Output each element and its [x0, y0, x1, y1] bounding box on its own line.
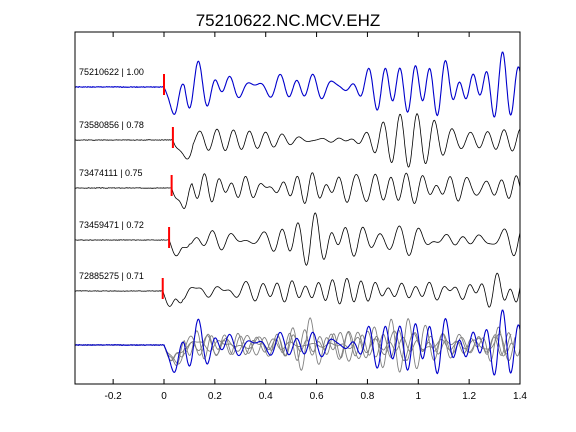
- trace-group: 75210622 | 1.00 73580856 | 0.78 73474111 |…: [74, 51, 521, 308]
- x-tick-label: 1.2: [462, 391, 476, 402]
- x-tick-label: 0.2: [208, 391, 222, 402]
- x-tick-label: 1: [416, 391, 422, 402]
- x-tick-label: 0.8: [360, 391, 374, 402]
- trace-label-72885275: 72885275 | 0.71: [79, 271, 144, 281]
- stack-trace-75210622: [74, 309, 521, 376]
- x-tick-label: 0: [161, 391, 167, 402]
- trace-line-72885275: [74, 272, 521, 308]
- trace-label-73474111: 73474111 | 0.75: [79, 168, 143, 178]
- x-tick-label: 1.4: [513, 391, 527, 402]
- stack-overlay-group: [74, 309, 521, 376]
- x-tick-label: 0.6: [310, 391, 324, 402]
- x-tick-label: 0.4: [259, 391, 273, 402]
- trace-label-75210622: 75210622 | 1.00: [79, 67, 144, 77]
- trace-line-73474111: [75, 172, 521, 210]
- x-tick-label: -0.2: [105, 391, 123, 402]
- trace-label-73459471: 73459471 | 0.72: [79, 220, 144, 230]
- chart-title: 75210622.NC.MCV.EHZ: [196, 11, 381, 30]
- trace-line-75210622: [74, 51, 521, 118]
- trace-line-73580856: [74, 112, 521, 168]
- trace-label-73580856: 73580856 | 0.78: [79, 120, 144, 130]
- axes-frame: [74, 31, 521, 385]
- trace-line-73459471: [75, 212, 521, 266]
- x-axis-ticks: -0.2 0 0.2 0.4 0.6 0.8 1 1.2 1.4: [105, 32, 527, 402]
